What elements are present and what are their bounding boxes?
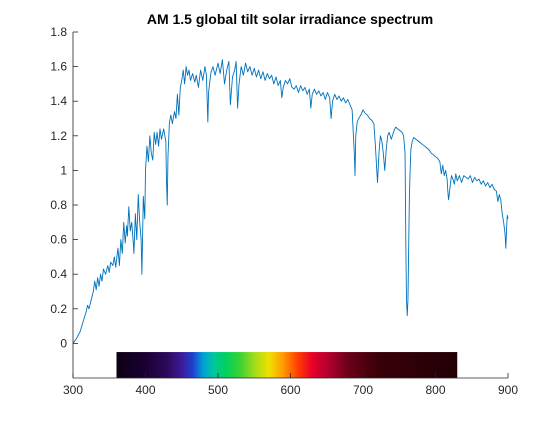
y-tick-label: 1.2 bbox=[50, 129, 67, 143]
x-tick-label: 300 bbox=[63, 383, 83, 397]
x-tick-label: 500 bbox=[208, 383, 228, 397]
y-tick-label: 0.8 bbox=[50, 198, 67, 212]
y-tick-label: 0.6 bbox=[50, 233, 67, 247]
x-tick-label: 600 bbox=[280, 383, 300, 397]
x-tick-label: 400 bbox=[135, 383, 155, 397]
x-tick-label: 700 bbox=[353, 383, 373, 397]
series-line-0 bbox=[72, 59, 509, 344]
y-tick-label: 1.4 bbox=[50, 94, 67, 108]
series-layer bbox=[72, 59, 509, 344]
y-tick-label: 0 bbox=[60, 336, 67, 350]
chart-title: AM 1.5 global tilt solar irradiance spec… bbox=[147, 11, 433, 27]
y-tick-label: 0.4 bbox=[50, 267, 67, 281]
axes-layer: 300 400 500 600 700 800 900 0 0.2 0.4 0.6 0.8 1 1.2 1.… bbox=[50, 25, 518, 397]
y-tick-label: 1.8 bbox=[50, 25, 67, 39]
visible-spectrum-bar bbox=[116, 352, 458, 378]
y-tick-label: 0.2 bbox=[50, 302, 67, 316]
visible-spectrum-bar-layer bbox=[116, 352, 458, 378]
x-tick-label: 800 bbox=[425, 383, 445, 397]
y-tick-label: 1.6 bbox=[50, 60, 67, 74]
x-tick-label: 900 bbox=[498, 383, 518, 397]
y-tick-label: 1 bbox=[60, 163, 67, 177]
